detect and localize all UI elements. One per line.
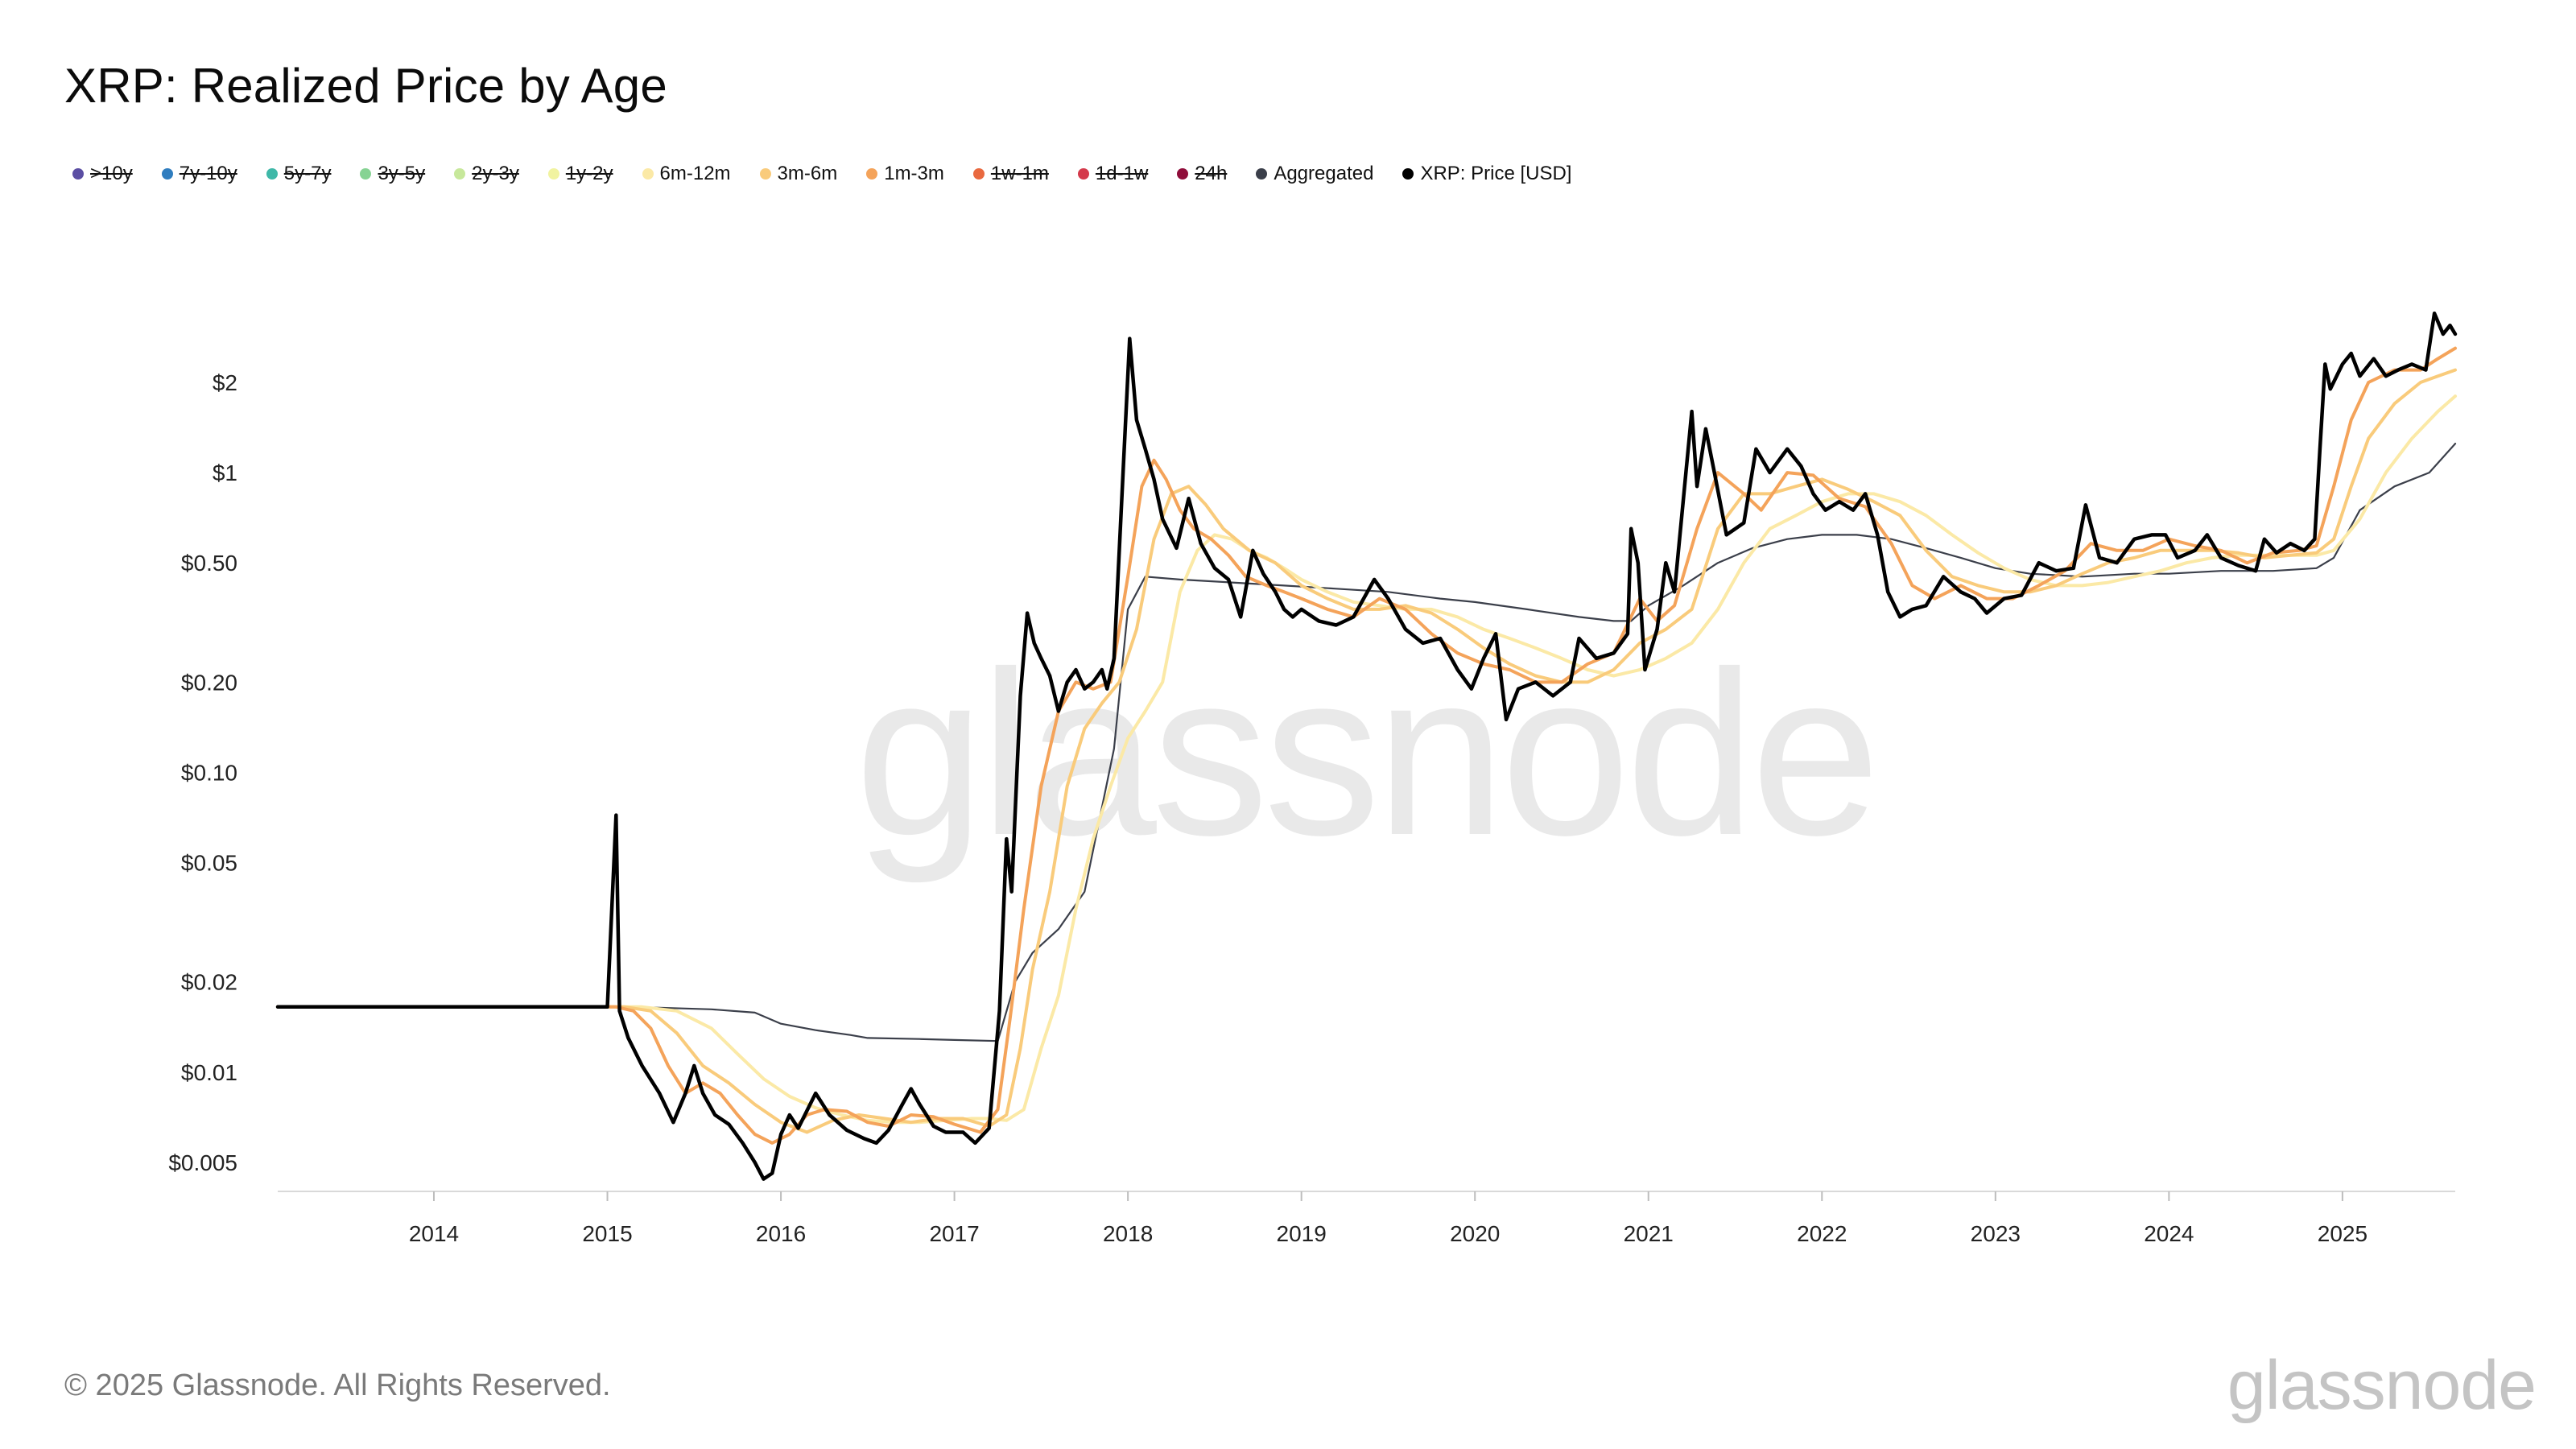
legend-item[interactable]: 3y-5y bbox=[360, 163, 425, 185]
x-tick-label: 2018 bbox=[1103, 1221, 1153, 1246]
x-tick-label: 2015 bbox=[582, 1221, 632, 1246]
legend-label: 7y-10y bbox=[179, 163, 237, 184]
legend-item[interactable]: 1m-3m bbox=[866, 163, 944, 185]
legend-label: 1y-2y bbox=[565, 163, 613, 184]
legend-label: 1w-1m bbox=[990, 163, 1049, 184]
legend-swatch bbox=[1177, 168, 1189, 180]
legend-swatch bbox=[759, 168, 771, 180]
legend-label: 2y-3y bbox=[472, 163, 519, 184]
legend-label: >10y bbox=[90, 163, 133, 184]
legend-label: 6m-12m bbox=[659, 163, 731, 184]
legend-item[interactable]: Aggregated bbox=[1256, 163, 1373, 185]
y-tick-label: $1 bbox=[213, 460, 237, 485]
legend-swatch bbox=[266, 168, 278, 180]
legend-swatch bbox=[547, 168, 559, 180]
legend-swatch bbox=[72, 168, 84, 180]
legend-swatch bbox=[1077, 168, 1089, 180]
series-line-1m-3m bbox=[276, 346, 2457, 1145]
series-line-6m-12m bbox=[276, 394, 2457, 1125]
x-tick-label: 2016 bbox=[756, 1221, 806, 1246]
legend-item[interactable]: 24h bbox=[1177, 163, 1227, 185]
y-tick-label: $0.01 bbox=[181, 1060, 237, 1085]
y-tick-label: $0.05 bbox=[181, 851, 237, 876]
legend-item[interactable]: 2y-3y bbox=[454, 163, 519, 185]
legend-label: 3y-5y bbox=[378, 163, 426, 184]
legend-item[interactable]: 1d-1w bbox=[1077, 163, 1149, 185]
legend-label: 3m-6m bbox=[777, 163, 838, 184]
series-line-xrp-price-usd bbox=[275, 311, 2458, 1181]
legend-label: 1m-3m bbox=[884, 163, 944, 184]
legend-swatch bbox=[161, 168, 173, 180]
legend-label: XRP: Price [USD] bbox=[1420, 163, 1572, 184]
legend-item[interactable]: 1y-2y bbox=[547, 163, 613, 185]
y-tick-label: $0.005 bbox=[168, 1150, 237, 1175]
legend-label: 24h bbox=[1195, 163, 1228, 184]
x-tick-label: 2017 bbox=[929, 1221, 979, 1246]
legend-swatch bbox=[454, 168, 466, 180]
brand-logo: glassnode bbox=[2227, 1347, 2537, 1424]
legend-swatch bbox=[1256, 168, 1268, 180]
legend-swatch bbox=[642, 168, 654, 180]
legend-item[interactable]: 5y-7y bbox=[266, 163, 332, 185]
x-tick-label: 2022 bbox=[1797, 1221, 1847, 1246]
chart-legend: >10y 7y-10y 5y-7y 3y-5y 2y-3y 1y-2y 6m-12m 3m-6… bbox=[72, 163, 1571, 185]
legend-label: 1d-1w bbox=[1095, 163, 1149, 184]
legend-item[interactable]: 7y-10y bbox=[161, 163, 237, 185]
legend-swatch bbox=[1402, 168, 1414, 180]
chart-title: XRP: Realized Price by Age bbox=[64, 59, 667, 113]
x-tick-label: 2025 bbox=[2318, 1221, 2368, 1246]
legend-item[interactable]: >10y bbox=[72, 163, 133, 185]
y-tick-label: $0.02 bbox=[181, 970, 237, 995]
legend-swatch bbox=[866, 168, 878, 180]
legend-label: Aggregated bbox=[1274, 163, 1374, 184]
copyright-notice: © 2025 Glassnode. All Rights Reserved. bbox=[64, 1368, 611, 1402]
series-line-3m-6m bbox=[276, 368, 2457, 1134]
x-tick-label: 2014 bbox=[409, 1221, 459, 1246]
x-tick-label: 2021 bbox=[1624, 1221, 1674, 1246]
y-tick-label: $0.10 bbox=[181, 760, 237, 785]
legend-item[interactable]: 6m-12m bbox=[642, 163, 731, 185]
legend-swatch bbox=[360, 168, 372, 180]
y-tick-label: $0.50 bbox=[181, 551, 237, 576]
legend-swatch bbox=[972, 168, 985, 180]
x-tick-label: 2024 bbox=[2144, 1221, 2194, 1246]
x-tick-label: 2023 bbox=[1971, 1221, 2021, 1246]
legend-item[interactable]: 3m-6m bbox=[759, 163, 838, 185]
y-tick-label: $2 bbox=[213, 370, 237, 395]
y-tick-label: $0.20 bbox=[181, 670, 237, 695]
legend-label: 5y-7y bbox=[283, 163, 332, 184]
x-tick-label: 2019 bbox=[1277, 1221, 1327, 1246]
x-tick-label: 2020 bbox=[1450, 1221, 1500, 1246]
legend-item[interactable]: 1w-1m bbox=[972, 163, 1049, 185]
legend-item[interactable]: XRP: Price [USD] bbox=[1402, 163, 1571, 185]
series-line-aggregated bbox=[276, 443, 2457, 1042]
